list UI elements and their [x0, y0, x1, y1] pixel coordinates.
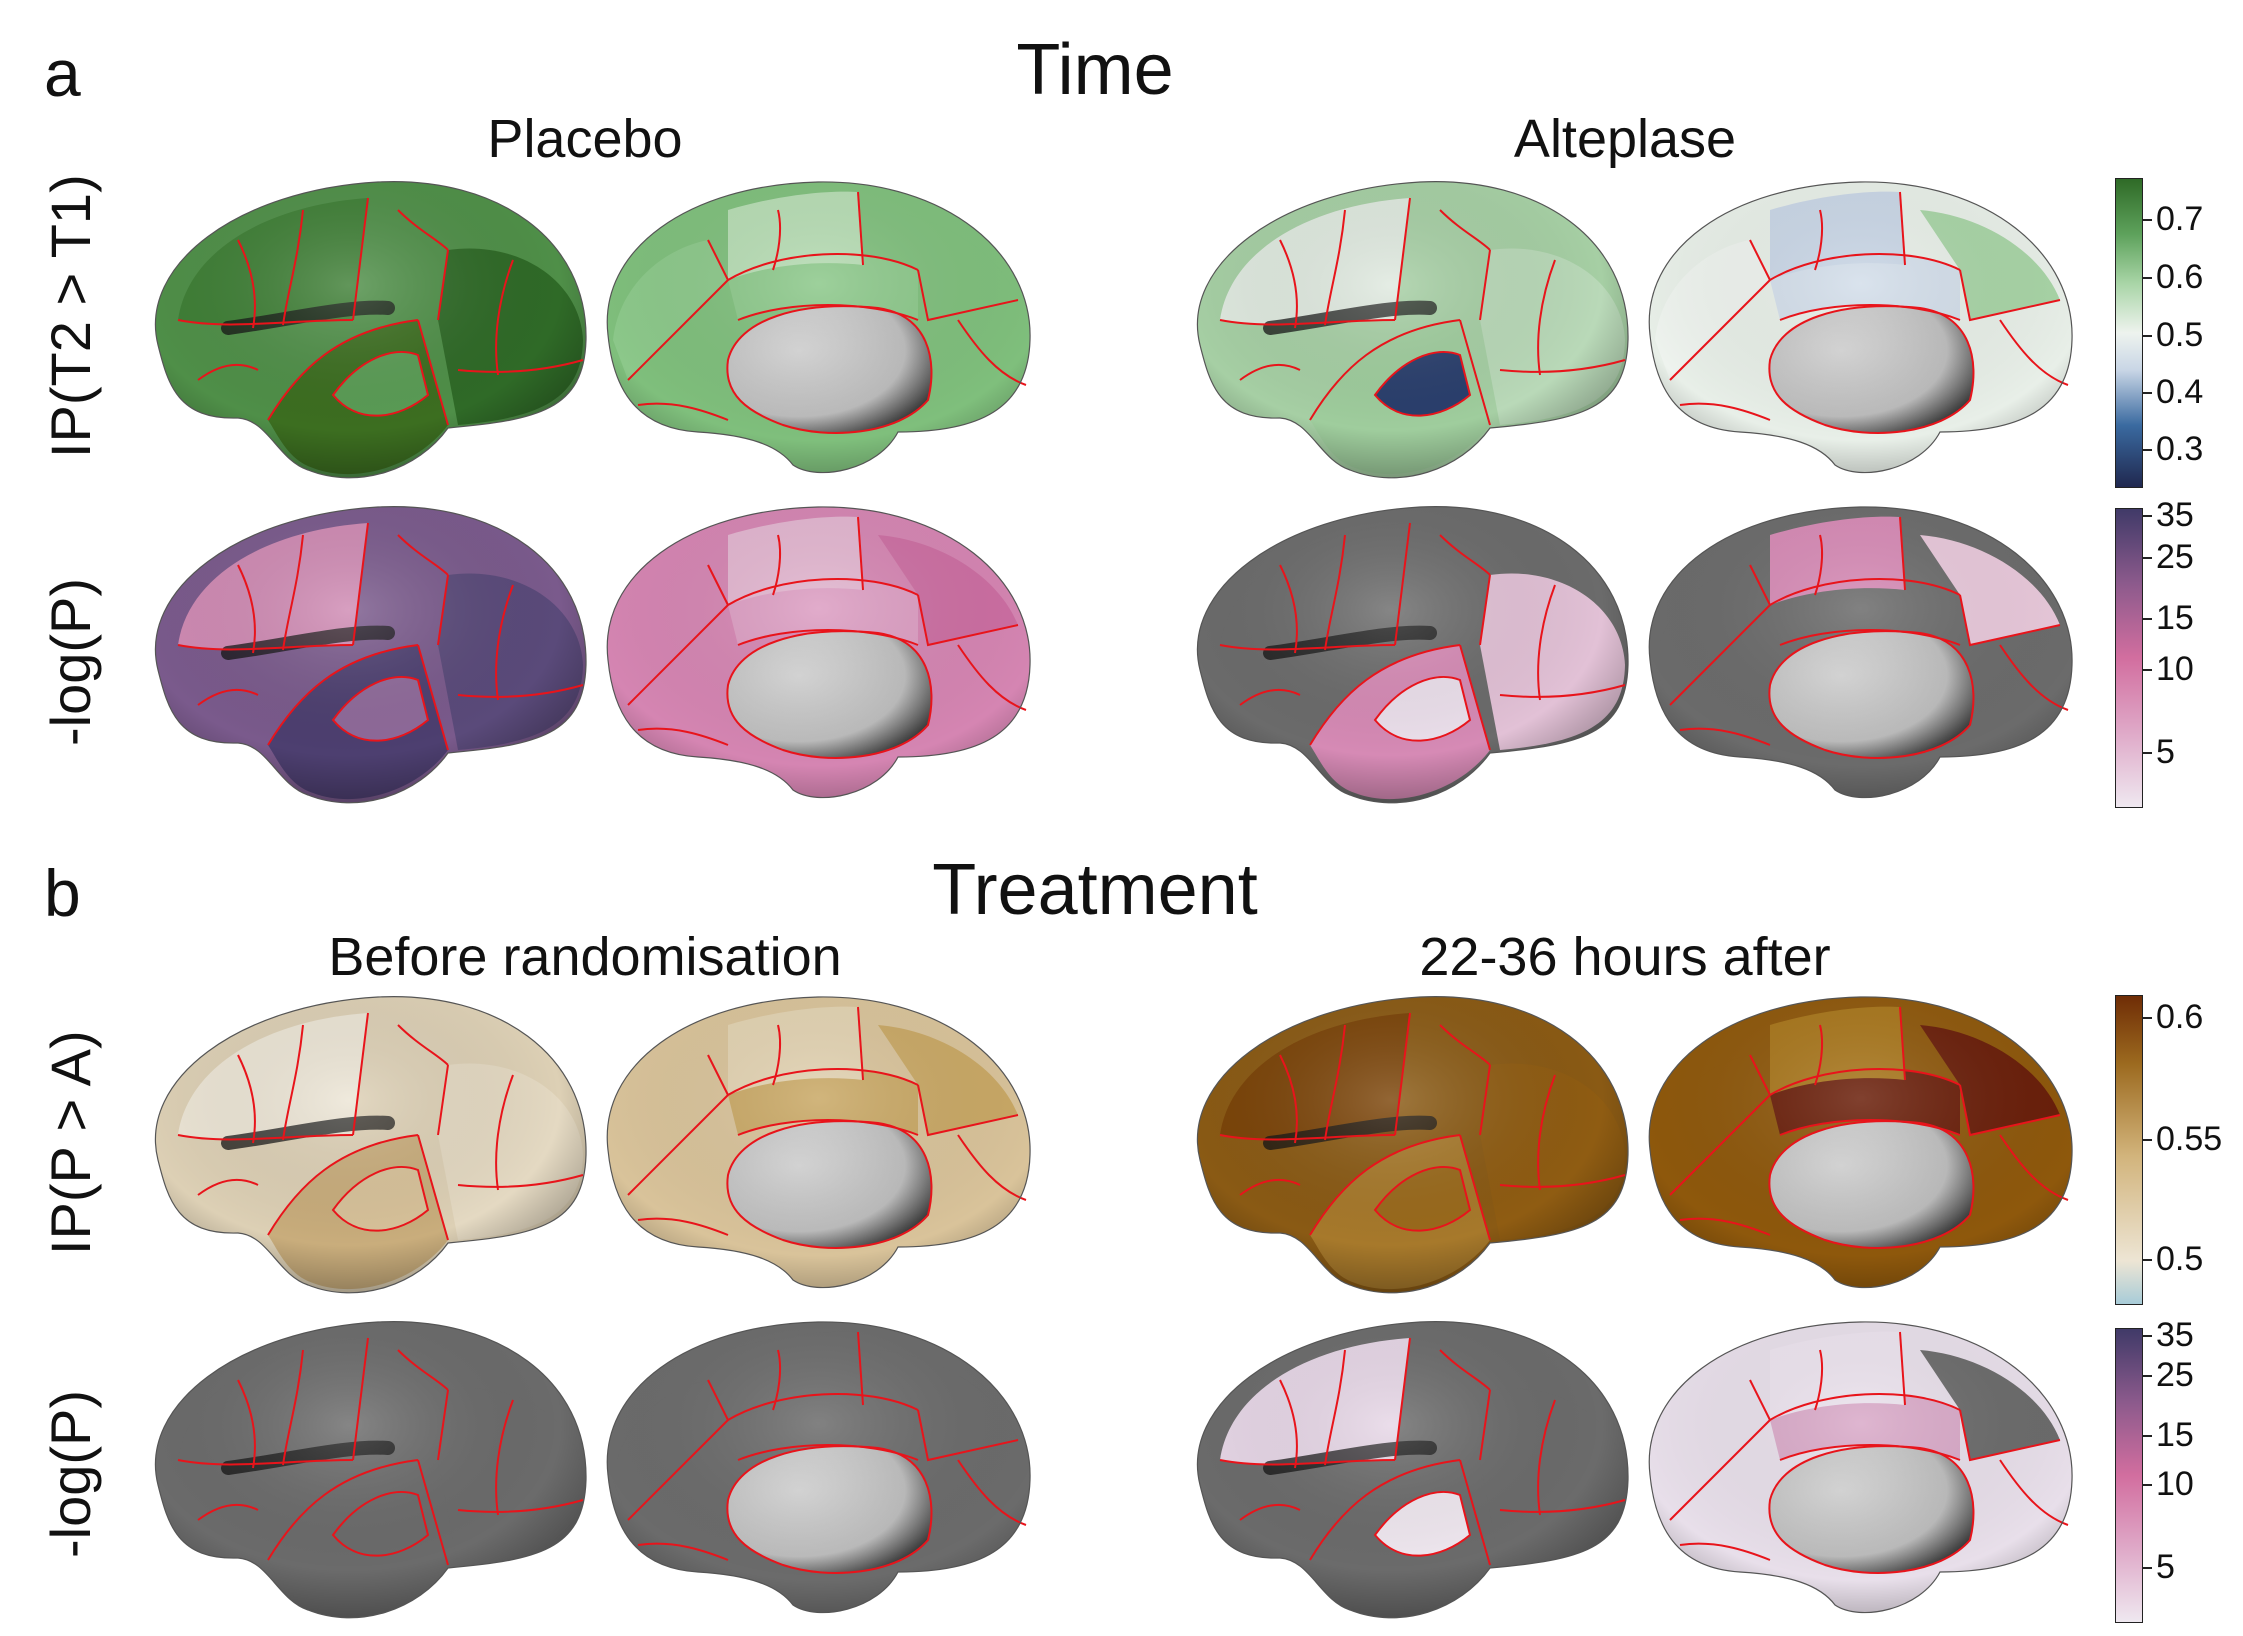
parcel-borders [1219, 1337, 1626, 1566]
colorbar-tick: 0.55 [2142, 1120, 2223, 1158]
brain-lateral-view [1196, 1321, 1629, 1619]
colorbar-tick: 0.6 [2142, 258, 2204, 296]
colorbar-ip-p-a [2115, 995, 2143, 1305]
colorbar-tick: 0.3 [2142, 430, 2204, 468]
colorbar-tick: 25 [2143, 538, 2194, 576]
colorbar-tick: 10 [2143, 1465, 2194, 1503]
section-title-treatment: Treatment [932, 850, 1258, 930]
brain-medial-view [606, 181, 1031, 474]
panel-letter-b: b [44, 856, 81, 930]
parcel-borders [177, 522, 584, 751]
brain-lateral-view [154, 506, 587, 804]
parcel-borders [1669, 1006, 2069, 1249]
colorbar-tick: 15 [2143, 1416, 2194, 1454]
colorbar-tick: 35 [2143, 1316, 2194, 1354]
parcel-borders [1669, 1331, 2069, 1574]
colorbar-tick: 5 [2143, 1548, 2175, 1586]
colorbar-tick: 0.7 [2142, 200, 2204, 238]
brain-medial-view [606, 1321, 1031, 1614]
colorbar-tick: 10 [2143, 650, 2194, 688]
brain-lateral-view [154, 996, 587, 1294]
parcel-borders [177, 1337, 584, 1566]
colorbar-neglogp-treatment [2115, 1328, 2143, 1623]
colorbar-tick: 15 [2143, 599, 2194, 637]
row-label-ip-p-a: IP(P > A) [39, 1030, 102, 1255]
column-title-before-randomisation: Before randomisation [328, 927, 842, 987]
brain-lateral-view [1196, 506, 1629, 804]
parcel-borders [1219, 1012, 1626, 1241]
brain-medial-view [1648, 996, 2073, 1289]
parcel-borders [627, 1006, 1027, 1249]
brain-lateral-view [1196, 181, 1629, 479]
parcel-borders [177, 197, 584, 426]
colorbar-tick: 5 [2143, 733, 2175, 771]
panel-letter-a: a [44, 36, 81, 110]
colorbar-neglogp-time [2115, 508, 2143, 808]
column-title-placebo: Placebo [487, 109, 683, 169]
brain-medial-view [1648, 181, 2073, 474]
column-title-alteplase: Alteplase [1513, 109, 1737, 169]
column-title-22-36-hours-after: 22-36 hours after [1419, 927, 1831, 987]
brain-medial-view [606, 996, 1031, 1289]
colorbar-tick: 0.4 [2142, 373, 2204, 411]
row-label-neglogp-time: -log(P) [39, 577, 102, 747]
colorbar-tick: 0.6 [2142, 998, 2204, 1036]
brain-lateral-view [154, 1321, 587, 1619]
colorbar-tick: 35 [2143, 496, 2194, 534]
brain-lateral-view [1196, 996, 1629, 1294]
row-label-neglogp-treatment: -log(P) [39, 1389, 102, 1559]
brain-lateral-view [154, 181, 587, 479]
parcel-borders [627, 1331, 1027, 1574]
parcel-borders [177, 1012, 584, 1241]
brain-medial-view [1648, 1321, 2073, 1614]
row-label-ip-t2-t1: IP(T2 > T1) [39, 174, 102, 458]
section-title-time: Time [1016, 30, 1174, 110]
colorbar-tick: 0.5 [2142, 1240, 2204, 1278]
colorbar-tick: 25 [2143, 1356, 2194, 1394]
parcel-borders [1669, 191, 2069, 434]
colorbar-ip-t2-t1 [2115, 178, 2143, 488]
parcel-borders [1219, 522, 1626, 751]
colorbar-tick: 0.5 [2142, 316, 2204, 354]
brain-medial-view [606, 506, 1031, 799]
brain-medial-view [1648, 506, 2073, 799]
parcel-borders [627, 191, 1027, 434]
parcel-borders [1669, 516, 2069, 759]
parcel-borders [1219, 197, 1626, 426]
parcel-borders [627, 516, 1027, 759]
